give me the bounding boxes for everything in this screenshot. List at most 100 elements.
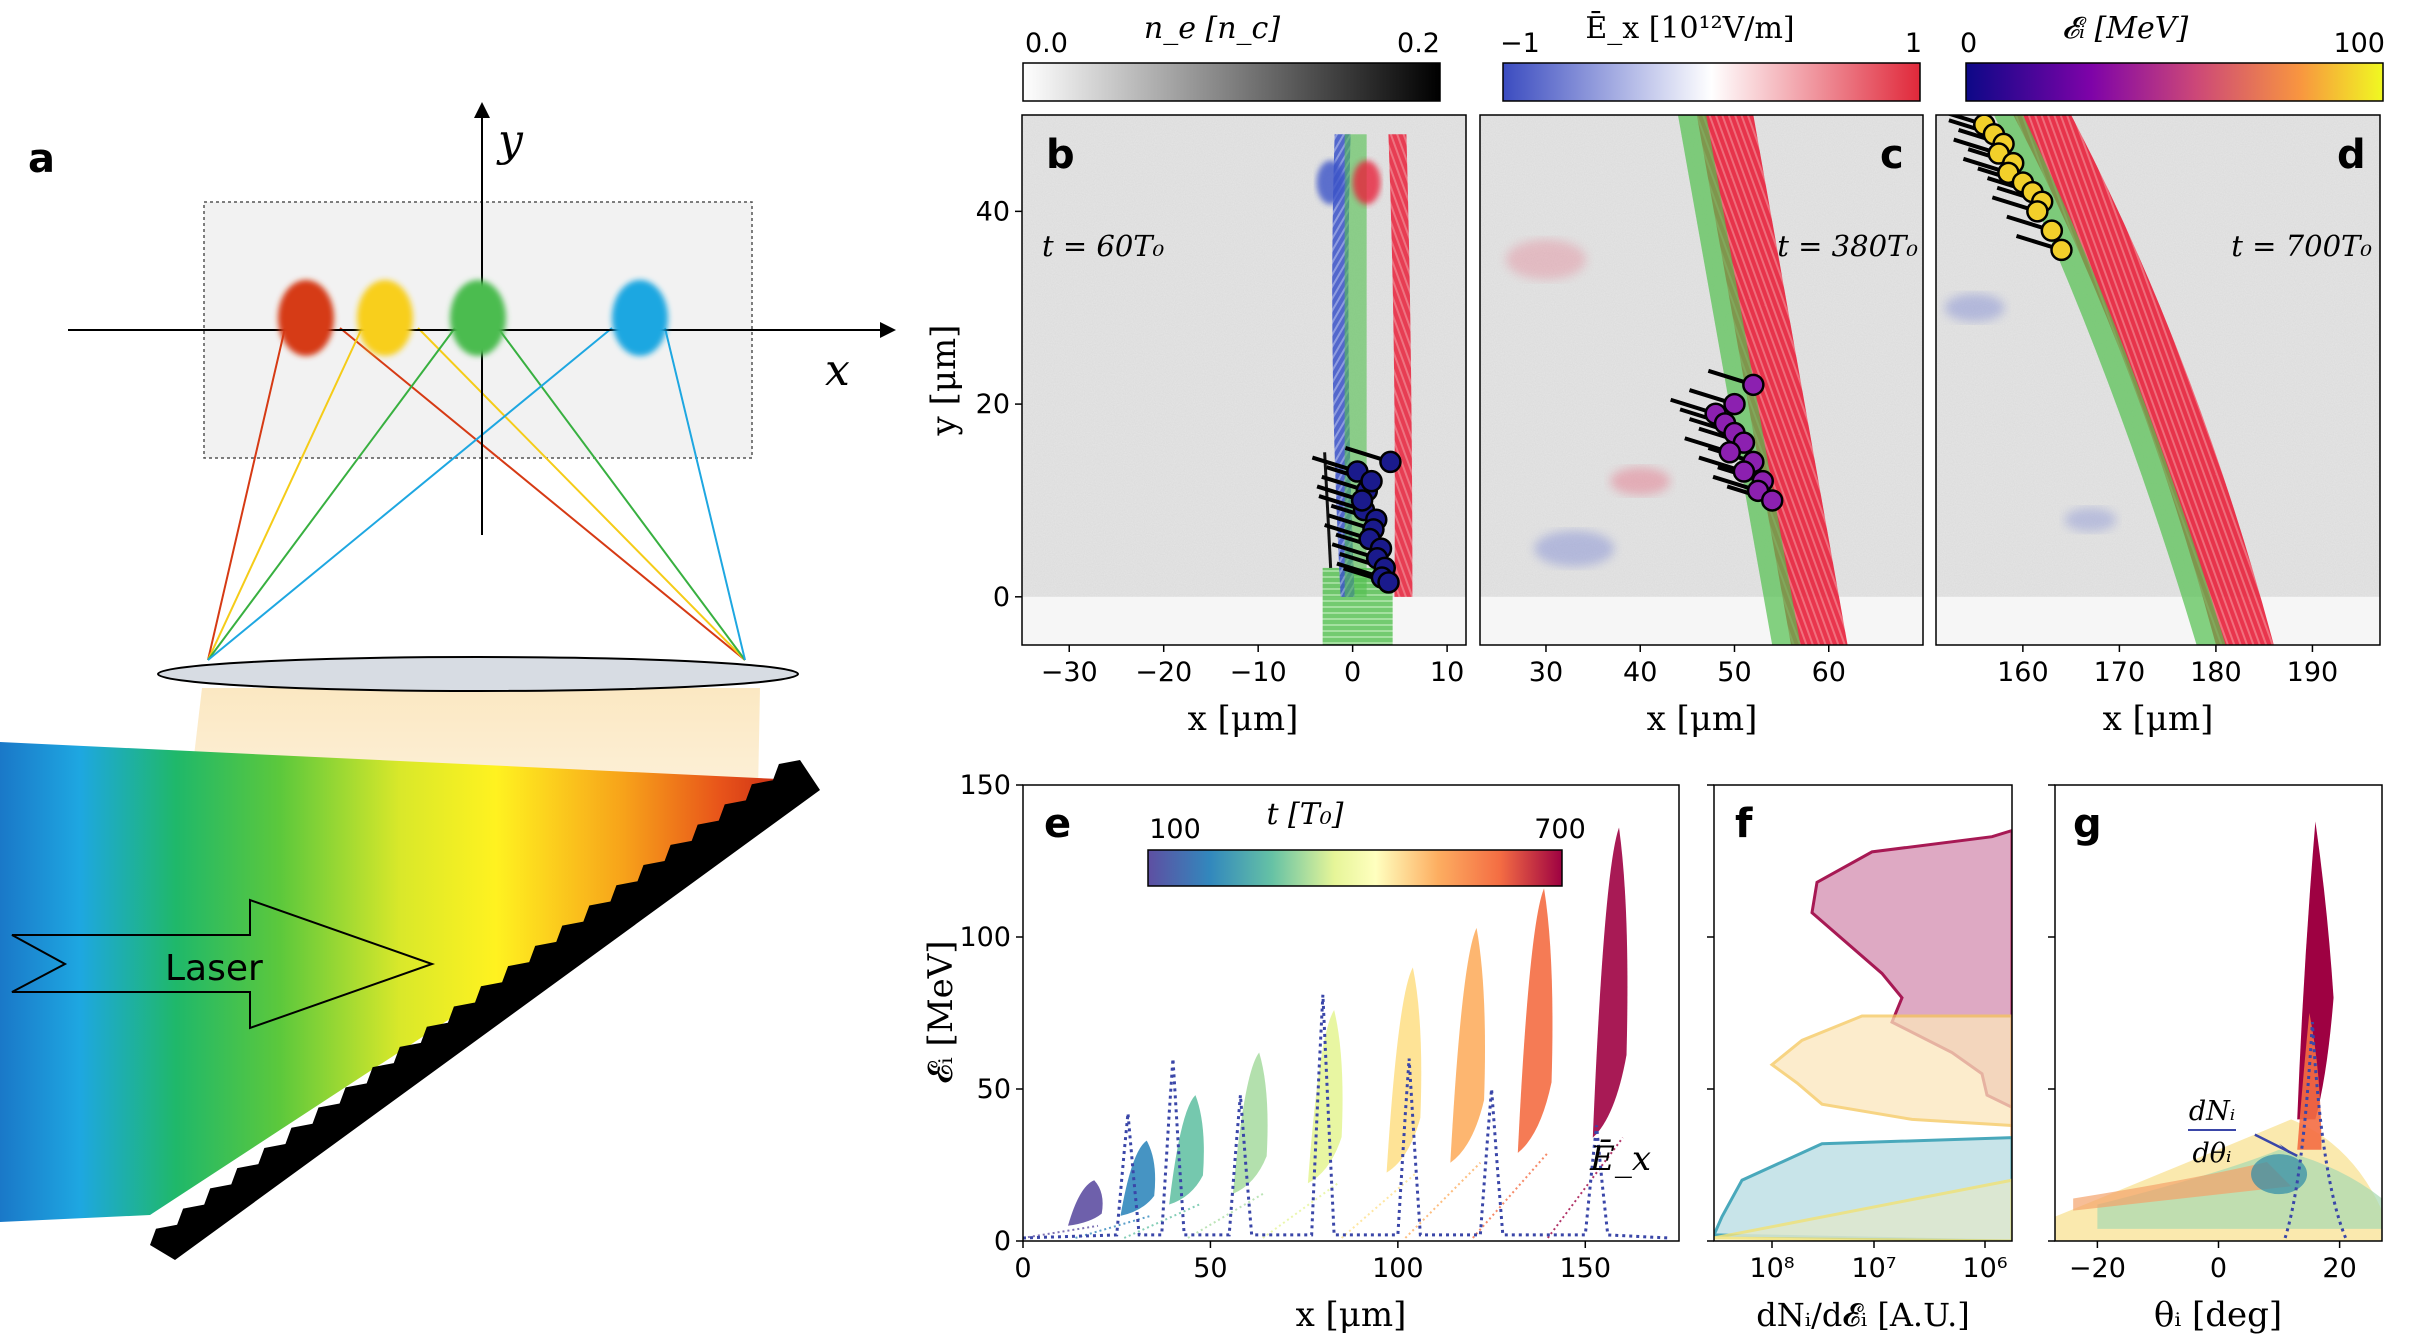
spot-green bbox=[450, 280, 506, 356]
panel-d-xtick-label: 170 bbox=[2094, 657, 2146, 688]
panel-e-ion-cluster bbox=[1232, 1052, 1268, 1194]
panel-e-xlabel: x [μm] bbox=[1296, 1295, 1407, 1335]
panel-c-xtick-label: 40 bbox=[1623, 657, 1657, 688]
panel-f: 10⁸ 10⁷ 10⁶ bbox=[1707, 784, 2013, 1284]
colorbar-field-max: 1 bbox=[1905, 28, 1922, 59]
panel-g-xtick-label: 0 bbox=[2210, 1253, 2227, 1284]
panel-e-cluster-tail bbox=[1262, 1182, 1339, 1239]
colorbar-field-label: Ē_x [10¹²V/m] bbox=[1585, 11, 1794, 46]
panel-b-ion-point bbox=[1360, 469, 1383, 493]
panel-e-colorbar-label: t [T₀] bbox=[1266, 797, 1343, 832]
panel-e-ion-cluster bbox=[1067, 1180, 1103, 1226]
panel-b-ytick-label: 20 bbox=[976, 389, 1010, 420]
panel-f-plot-area bbox=[1714, 829, 2012, 1241]
panel-e-ytick-label: 50 bbox=[977, 1074, 1011, 1105]
panel-f-frame bbox=[1713, 784, 2013, 1242]
panel-a-schematic: a x y bbox=[0, 102, 896, 1260]
panel-c-ion-point bbox=[1742, 373, 1765, 397]
panel-a-letter: a bbox=[28, 136, 55, 182]
panel-g: −20 0 20 bbox=[2048, 784, 2383, 1284]
panel-c-ion-point bbox=[1732, 460, 1756, 483]
panel-b-xtick-label: 0 bbox=[1344, 657, 1361, 688]
panel-b-ion-point bbox=[1377, 571, 1400, 594]
panel-c-ion-point bbox=[1760, 489, 1784, 512]
panel-g-distribution-line bbox=[2283, 1022, 2348, 1239]
colorbar-field-min: −1 bbox=[1500, 28, 1540, 59]
focal-spots bbox=[278, 280, 668, 356]
panel-b-xlabel: x [μm] bbox=[1188, 699, 1299, 739]
panel-f-spectrum-t400 bbox=[1769, 1014, 2012, 1241]
panel-e-xtick-label: 100 bbox=[1372, 1253, 1424, 1284]
colorbar-energy-max: 100 bbox=[2333, 28, 2385, 59]
panel-b-xtick-label: −30 bbox=[1041, 657, 1098, 688]
panel-e-cluster-tail bbox=[1123, 1203, 1200, 1239]
spot-yellow bbox=[357, 280, 413, 356]
panel-b-ylabel: y [μm] bbox=[924, 325, 964, 437]
panel-c-frame bbox=[1479, 114, 1924, 646]
axis-y-label: y bbox=[496, 115, 524, 166]
panel-c-red-patch-2 bbox=[1505, 239, 1586, 280]
panel-b-red-field bbox=[1388, 134, 1413, 597]
panel-f-xtick-label: 10⁷ bbox=[1851, 1253, 1896, 1284]
panel-e-letter: e bbox=[1044, 801, 1071, 847]
panel-e-xtick-label: 150 bbox=[1560, 1253, 1612, 1284]
panel-d-plot-area bbox=[1936, 115, 2380, 645]
panel-c-vacuum bbox=[1480, 596, 1923, 645]
panel-d-green-field bbox=[1993, 115, 2226, 645]
panel-g-spread-orange bbox=[2073, 1161, 2292, 1211]
panel-b: −30 −20 −10 0 10 0 20 40 bbox=[976, 114, 1467, 688]
rays bbox=[207, 327, 746, 661]
laser-spectrum bbox=[0, 742, 800, 1222]
panel-b-ytick-label: 40 bbox=[976, 196, 1010, 227]
panel-g-plot-area bbox=[2055, 821, 2382, 1241]
colorbar-energy: 𝓔ᵢ [MeV] 0 100 bbox=[1960, 11, 2385, 102]
focusing-lens bbox=[157, 656, 799, 692]
panel-d-blue-patch bbox=[1944, 293, 2005, 322]
panel-b-frame bbox=[1021, 114, 1467, 646]
panel-e-colorbar-max: 700 bbox=[1534, 814, 1586, 845]
grating-teeth bbox=[150, 760, 820, 1260]
panel-e-colorbar bbox=[1147, 849, 1563, 887]
panel-c-annotation: t = 380T₀ bbox=[1777, 229, 1918, 263]
panel-d-xtick-label: 190 bbox=[2287, 657, 2339, 688]
panel-f-xlabel: dNᵢ/d𝓔ᵢ [A.U.] bbox=[1756, 1296, 1970, 1334]
panel-e-ion-cluster bbox=[1120, 1140, 1156, 1216]
panel-e-frame bbox=[1022, 784, 1680, 1242]
panel-d-ion-point bbox=[2040, 219, 2064, 242]
panel-c-xtick-label: 30 bbox=[1529, 657, 1563, 688]
laser-arrow bbox=[11, 898, 436, 1030]
panel-e-xtick-label: 50 bbox=[1193, 1253, 1227, 1284]
panel-c-blue-patch bbox=[1534, 530, 1615, 567]
panel-b-xtick-label: −10 bbox=[1230, 657, 1287, 688]
panel-e-ylabel: 𝓔ᵢ [MeV] bbox=[921, 940, 961, 1083]
panel-b-ytick-label: 0 bbox=[993, 582, 1010, 613]
panel-g-letter: g bbox=[2073, 801, 2102, 847]
panel-c-red-field bbox=[1696, 115, 1848, 645]
panel-e-ion-cluster bbox=[1517, 888, 1553, 1153]
panel-d-xlabel: x [μm] bbox=[2103, 699, 2214, 739]
panel-b-blue-blob bbox=[1316, 160, 1345, 205]
colorbar-density-min: 0.0 bbox=[1025, 28, 1068, 59]
spot-red bbox=[278, 280, 334, 356]
panel-c-letter: c bbox=[1880, 132, 1904, 178]
panel-c-ion-point bbox=[1723, 392, 1746, 416]
panel-c: 30 40 50 60 bbox=[1479, 114, 1924, 688]
panel-g-arrowhead bbox=[2279, 1143, 2298, 1156]
panel-e-ion-cluster bbox=[1307, 1009, 1343, 1184]
panel-d-blue-patch-2 bbox=[2064, 507, 2117, 532]
panel-c-red-patch bbox=[1610, 467, 1671, 496]
panel-d-xtick-label: 160 bbox=[1997, 657, 2049, 688]
panel-g-peak-orange bbox=[2297, 1013, 2322, 1150]
panel-e-cluster-tail bbox=[1340, 1171, 1418, 1239]
panel-g-xlabel: θᵢ [deg] bbox=[2154, 1295, 2282, 1335]
panel-c-ion-point bbox=[1718, 441, 1742, 464]
panel-e-ion-cluster bbox=[1169, 1095, 1204, 1205]
laser-label: Laser bbox=[165, 948, 263, 989]
panel-b-vacuum bbox=[1022, 596, 1466, 645]
panel-d-annotation: t = 700T₀ bbox=[2231, 229, 2372, 263]
panel-e-plot-area bbox=[1023, 827, 1668, 1240]
panel-e-field-label: Ē_x bbox=[1589, 1139, 1651, 1179]
grating bbox=[150, 760, 820, 1260]
panel-c-xtick-label: 60 bbox=[1812, 657, 1846, 688]
axis-x-label: x bbox=[825, 345, 850, 396]
